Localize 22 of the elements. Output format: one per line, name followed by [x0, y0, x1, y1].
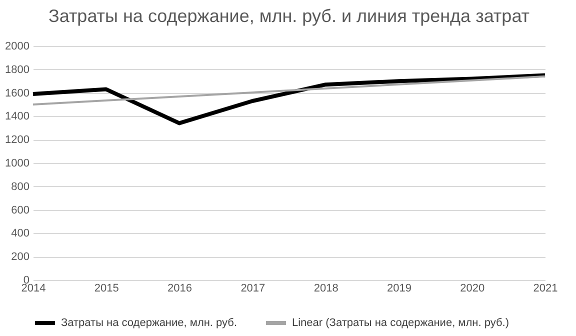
y-tick-label: 1400 [5, 110, 30, 123]
x-tick-label: 2018 [314, 282, 338, 294]
x-tick-label: 2016 [168, 282, 192, 294]
y-tick-label: 2000 [5, 40, 30, 52]
y-tick-label: 1200 [5, 134, 30, 146]
x-tick-label: 2017 [240, 282, 266, 294]
x-tick-label: 2015 [94, 282, 119, 294]
chart-title: Затраты на содержание, млн. руб. и линия тренда затрат [48, 6, 530, 26]
y-tick-label: 600 [11, 204, 30, 216]
x-tick-label: 2014 [21, 282, 46, 294]
y-tick-label: 800 [11, 180, 30, 193]
x-tick-label: 2019 [386, 282, 412, 294]
y-tick-label: 400 [11, 228, 30, 240]
y-tick-label: 1600 [5, 87, 30, 100]
line-series [31, 73, 547, 126]
y-tick-label: 1800 [5, 64, 30, 76]
y-tick-label: 200 [11, 251, 30, 264]
x-tick-label: 2021 [533, 282, 558, 294]
x-tick-label: 2020 [460, 282, 485, 294]
legend-label: Затраты на содержание, млн. руб. [61, 317, 238, 329]
y-tick-label: 1000 [5, 158, 30, 170]
legend-label: Linear (Затраты на содержание, млн. руб.) [292, 317, 509, 329]
